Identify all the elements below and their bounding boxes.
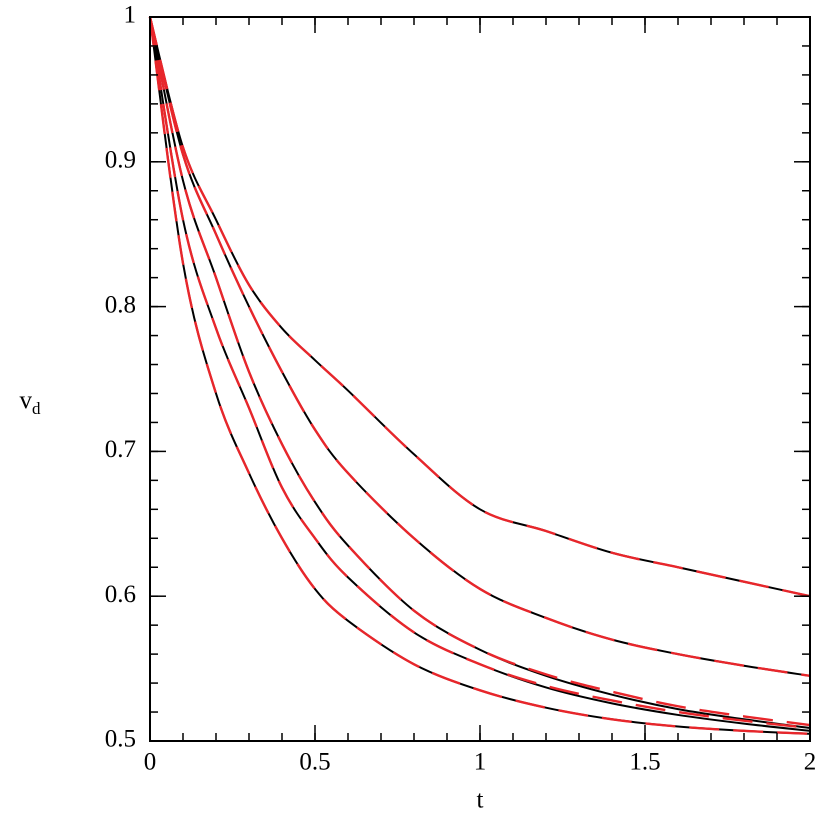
dashed-line — [148, 16, 811, 735]
y-tick-label: 0.8 — [105, 291, 136, 318]
y-tick-label: 0.6 — [105, 581, 136, 608]
x-tick-label: 0.5 — [299, 749, 330, 776]
x-tick-label: 1 — [474, 749, 487, 776]
y-tick-label: 0.9 — [105, 147, 136, 174]
y-label-main: v — [20, 387, 33, 414]
y-tick-label: 0.7 — [105, 436, 136, 463]
y-label-subscript: d — [32, 399, 41, 418]
x-axis-label: t — [477, 787, 484, 814]
x-tick-label: 1.5 — [629, 749, 660, 776]
y-tick-label: 1 — [124, 2, 137, 29]
dashed-line — [148, 16, 811, 727]
plot-frame — [149, 16, 811, 742]
x-tick-label: 0 — [144, 749, 157, 776]
dashed-line — [148, 16, 811, 598]
dashed-line — [148, 16, 811, 730]
solid-line — [149, 16, 811, 735]
y-axis-label: vd — [20, 387, 42, 418]
x-tick-label: 2 — [804, 749, 817, 776]
solid-line — [149, 16, 811, 677]
dashed-line — [148, 16, 811, 678]
y-tick-label: 0.5 — [105, 726, 136, 753]
